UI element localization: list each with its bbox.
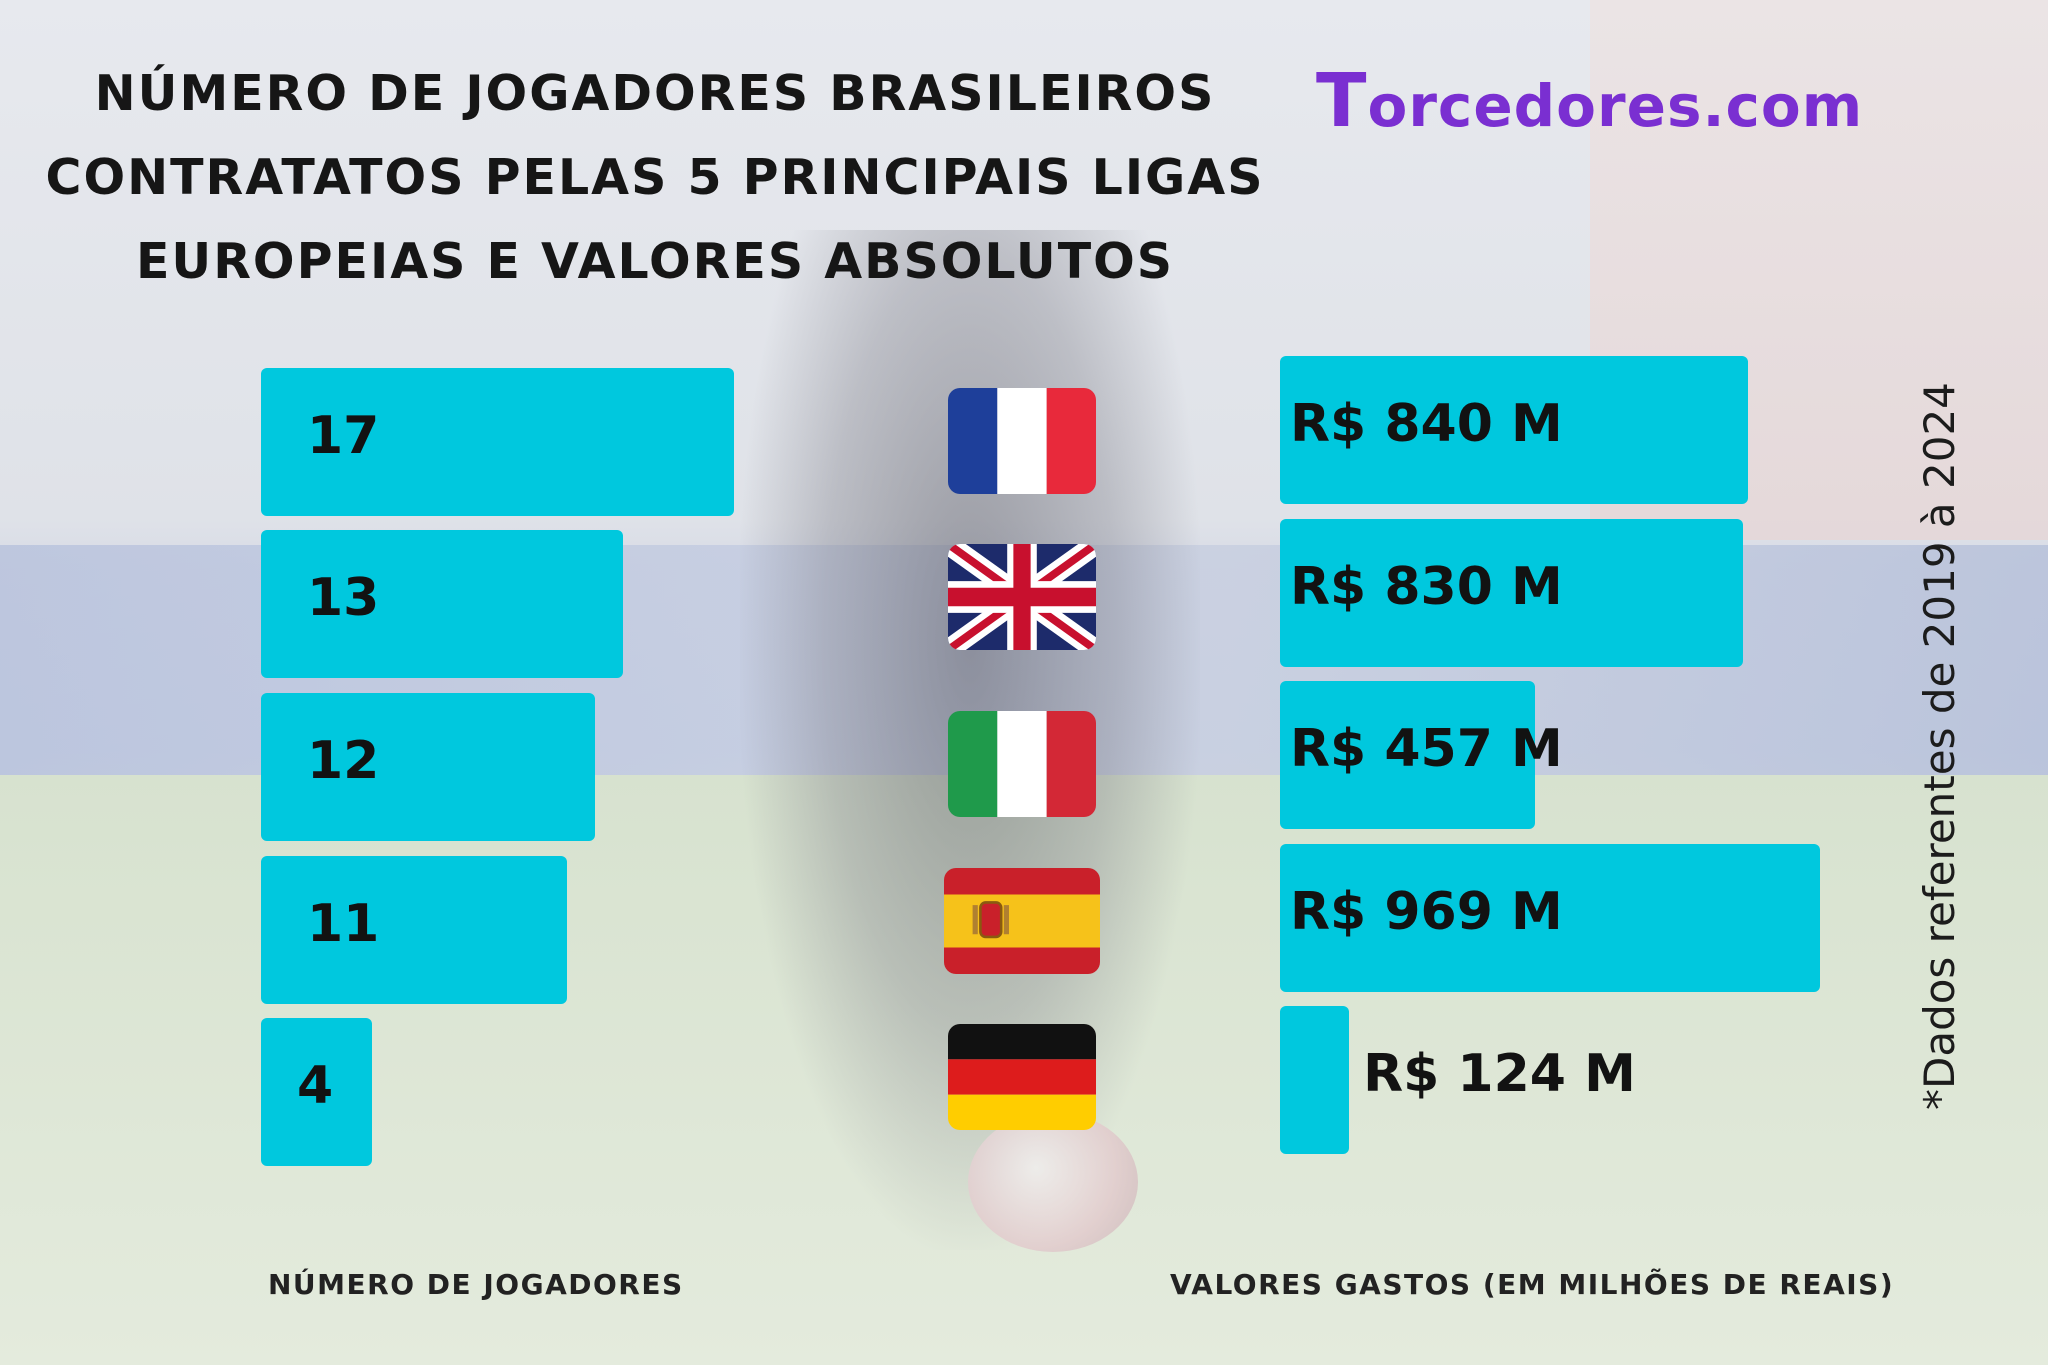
- logo-text: orcedores.com: [1367, 72, 1864, 140]
- data-period-note: *Dados referentes de 2019 à 2024: [1915, 382, 1964, 1110]
- title-line-3: europeias e valores absolutos: [135, 233, 1175, 290]
- players-value-label: 17: [307, 406, 380, 466]
- spending-value-label: R$ 840 M: [1290, 394, 1563, 454]
- spending-value-label: R$ 969 M: [1290, 882, 1563, 942]
- players-value-label: 12: [307, 731, 380, 791]
- players-value-label: 11: [307, 894, 380, 954]
- right-axis-label: Valores gastos (em milhões de reais): [1170, 1268, 1895, 1301]
- spending-bar: [1280, 1006, 1350, 1154]
- title-line-1: Número de jogadores brasileiros: [94, 65, 1216, 122]
- germany-flag-icon: [948, 1024, 1096, 1130]
- players-value-label: 13: [307, 568, 380, 628]
- spain-flag-icon: [944, 868, 1100, 974]
- france-flag-icon: [948, 388, 1096, 494]
- spending-bar: [1280, 519, 1743, 667]
- uk-flag-icon: [948, 544, 1096, 650]
- spending-bar: [1280, 681, 1535, 829]
- players-bar: [261, 368, 734, 516]
- spending-value-label: R$ 830 M: [1290, 557, 1563, 617]
- players-bar: [261, 693, 595, 841]
- chart-title: Número de jogadores brasileiros contrata…: [30, 52, 1280, 304]
- background-ball: [968, 1112, 1138, 1252]
- spending-value-label: R$ 457 M: [1290, 719, 1563, 779]
- players-bar: [261, 1018, 373, 1166]
- italy-flag-icon: [948, 711, 1096, 817]
- logo-initial: T: [1316, 58, 1368, 144]
- brand-logo: Torcedores.com: [1316, 58, 1916, 144]
- spending-value-label: R$ 124 M: [1363, 1044, 1636, 1104]
- spending-bar: [1280, 356, 1749, 504]
- players-bar: [261, 530, 623, 678]
- players-value-label: 4: [297, 1056, 334, 1116]
- left-axis-label: Número de jogadores: [268, 1268, 684, 1301]
- spending-bar: [1280, 844, 1820, 992]
- title-line-2: contratatos pelas 5 principais ligas: [45, 149, 1265, 206]
- players-bar: [261, 856, 568, 1004]
